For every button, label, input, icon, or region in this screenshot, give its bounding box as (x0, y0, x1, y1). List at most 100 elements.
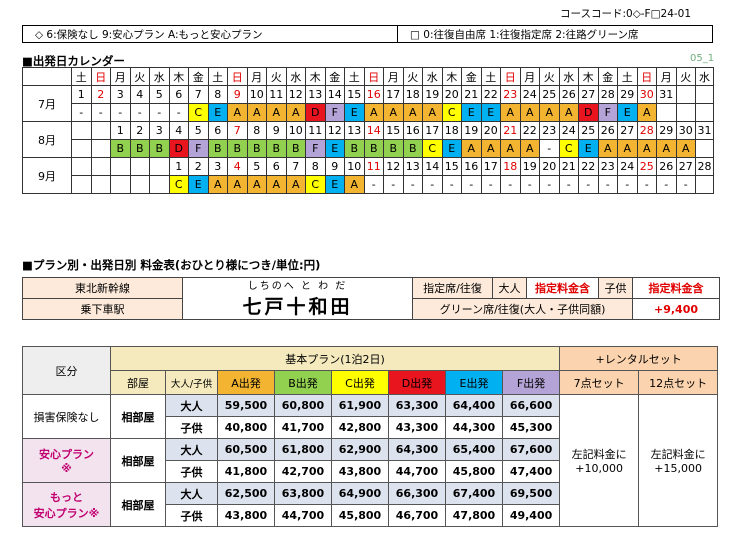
calendar-day[interactable]: 8 (246, 121, 267, 140)
plan-code[interactable]: - (500, 175, 521, 194)
plan-code[interactable]: A (500, 103, 521, 122)
calendar-day[interactable] (695, 85, 714, 104)
plan-code[interactable]: E (461, 103, 482, 122)
calendar-day[interactable]: 26 (558, 85, 579, 104)
calendar-day[interactable]: 21 (461, 85, 482, 104)
calendar-day[interactable]: 2 (129, 121, 150, 140)
calendar-day[interactable]: 23 (500, 85, 521, 104)
plan-code[interactable]: - (558, 175, 579, 194)
calendar-day[interactable]: 1 (71, 85, 92, 104)
calendar-day[interactable]: 25 (539, 85, 560, 104)
calendar-day[interactable]: 15 (344, 85, 365, 104)
calendar-day[interactable] (129, 157, 150, 176)
calendar-day[interactable]: 30 (675, 121, 696, 140)
calendar-day[interactable]: 18 (402, 85, 423, 104)
calendar-day[interactable]: 22 (480, 85, 501, 104)
calendar-day[interactable]: 19 (422, 85, 443, 104)
plan-code[interactable]: A (656, 139, 677, 158)
plan-code[interactable]: - (578, 175, 599, 194)
plan-code[interactable]: A (363, 103, 384, 122)
calendar-day[interactable]: 13 (402, 157, 423, 176)
calendar-day[interactable]: 22 (578, 157, 599, 176)
plan-code[interactable]: A (207, 175, 228, 194)
calendar-day[interactable]: 17 (422, 121, 443, 140)
plan-code[interactable]: A (246, 103, 267, 122)
calendar-day[interactable] (90, 157, 111, 176)
plan-code[interactable]: - (539, 139, 560, 158)
plan-code[interactable]: C (422, 139, 443, 158)
calendar-day[interactable]: 19 (519, 157, 540, 176)
calendar-day[interactable]: 31 (656, 85, 677, 104)
plan-code[interactable]: F (597, 103, 618, 122)
plan-code[interactable]: E (480, 103, 501, 122)
plan-code[interactable]: A (227, 175, 248, 194)
calendar-day[interactable]: 3 (149, 121, 170, 140)
calendar-day[interactable] (71, 157, 92, 176)
plan-code[interactable]: - (110, 103, 131, 122)
plan-code[interactable]: - (363, 175, 384, 194)
calendar-day[interactable]: 16 (461, 157, 482, 176)
plan-code[interactable]: - (149, 103, 170, 122)
calendar-day[interactable]: 10 (246, 85, 267, 104)
plan-code[interactable] (675, 103, 696, 122)
plan-code[interactable]: - (675, 175, 696, 194)
plan-code[interactable] (90, 139, 111, 158)
plan-code[interactable]: A (480, 139, 501, 158)
calendar-day[interactable]: 21 (558, 157, 579, 176)
calendar-day[interactable]: 22 (519, 121, 540, 140)
calendar-day[interactable]: 4 (129, 85, 150, 104)
plan-code[interactable]: A (285, 175, 306, 194)
plan-code[interactable] (110, 175, 131, 194)
plan-code[interactable] (129, 175, 150, 194)
plan-code[interactable]: A (519, 103, 540, 122)
plan-code[interactable]: E (344, 103, 365, 122)
plan-code[interactable]: A (675, 139, 696, 158)
plan-code[interactable]: - (441, 175, 462, 194)
plan-code[interactable]: A (285, 103, 306, 122)
plan-code[interactable] (149, 175, 170, 194)
calendar-day[interactable]: 11 (305, 121, 326, 140)
plan-code[interactable]: D (578, 103, 599, 122)
plan-code[interactable]: C (168, 175, 189, 194)
calendar-day[interactable]: 13 (305, 85, 326, 104)
plan-code[interactable]: B (110, 139, 131, 158)
plan-code[interactable]: - (636, 175, 657, 194)
plan-code[interactable]: F (324, 103, 345, 122)
plan-code[interactable]: - (539, 175, 560, 194)
calendar-day[interactable]: 7 (227, 121, 248, 140)
plan-code[interactable]: F (188, 139, 209, 158)
calendar-day[interactable]: 14 (363, 121, 384, 140)
calendar-day[interactable]: 30 (636, 85, 657, 104)
calendar-day[interactable]: 5 (188, 121, 209, 140)
plan-code[interactable] (656, 103, 677, 122)
plan-code[interactable]: E (324, 175, 345, 194)
calendar-day[interactable]: 20 (441, 85, 462, 104)
plan-code[interactable]: A (539, 103, 560, 122)
calendar-day[interactable]: 10 (285, 121, 306, 140)
calendar-day[interactable]: 17 (383, 85, 404, 104)
calendar-day[interactable]: 25 (636, 157, 657, 176)
calendar-day[interactable]: 12 (285, 85, 306, 104)
calendar-day[interactable]: 9 (266, 121, 287, 140)
calendar-day[interactable]: 12 (383, 157, 404, 176)
plan-code[interactable]: B (363, 139, 384, 158)
plan-code[interactable]: A (519, 139, 540, 158)
plan-code[interactable]: A (597, 139, 618, 158)
plan-code[interactable]: E (188, 175, 209, 194)
plan-code[interactable]: A (500, 139, 521, 158)
plan-code[interactable]: - (168, 103, 189, 122)
calendar-day[interactable] (149, 157, 170, 176)
calendar-day[interactable]: 20 (480, 121, 501, 140)
calendar-day[interactable]: 24 (519, 85, 540, 104)
calendar-day[interactable]: 5 (246, 157, 267, 176)
calendar-day[interactable]: 1 (110, 121, 131, 140)
plan-code[interactable] (695, 175, 714, 194)
calendar-day[interactable]: 3 (110, 85, 131, 104)
calendar-day[interactable]: 4 (168, 121, 189, 140)
plan-code[interactable] (695, 103, 714, 122)
plan-code[interactable]: F (305, 139, 326, 158)
calendar-day[interactable]: 21 (500, 121, 521, 140)
plan-code[interactable]: - (71, 103, 92, 122)
plan-code[interactable]: B (129, 139, 150, 158)
calendar-day[interactable]: 7 (188, 85, 209, 104)
